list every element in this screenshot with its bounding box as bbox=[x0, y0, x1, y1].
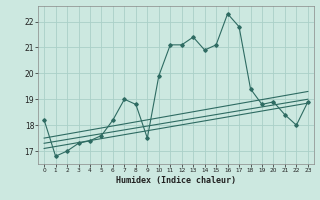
X-axis label: Humidex (Indice chaleur): Humidex (Indice chaleur) bbox=[116, 176, 236, 185]
